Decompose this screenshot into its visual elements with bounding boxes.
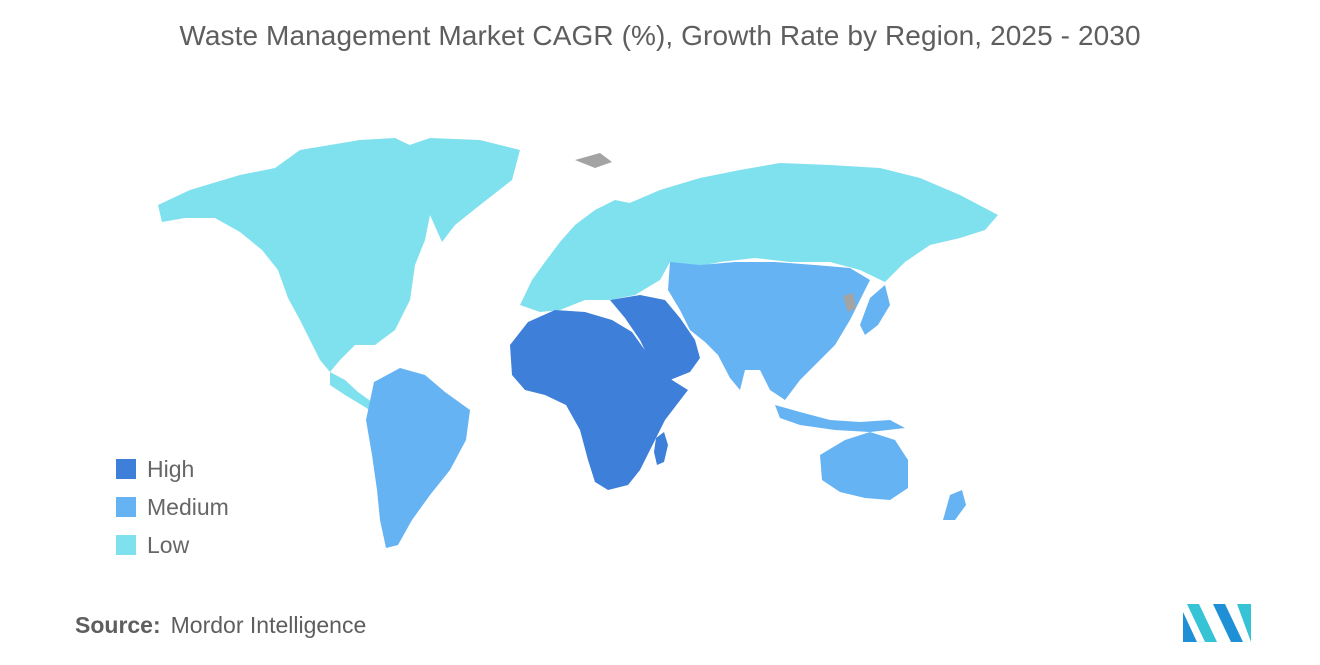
region-indonesia (775, 405, 905, 432)
region-south-america (366, 368, 470, 548)
region-madagascar (654, 432, 668, 465)
legend-label-high: High (147, 455, 195, 482)
source-line: Source: Mordor Intelligence (75, 612, 366, 639)
source-value: Mordor Intelligence (170, 612, 367, 638)
region-no-data-korea (843, 293, 856, 312)
source-label: Source: (75, 612, 161, 638)
legend-swatch-high (116, 459, 136, 479)
region-russia (625, 163, 998, 282)
region-north-america (158, 138, 450, 372)
region-greenland (395, 138, 520, 242)
region-africa (510, 310, 688, 490)
region-central-america (330, 372, 382, 414)
legend-swatch-low (116, 535, 136, 555)
region-japan (860, 285, 890, 335)
legend-label-low: Low (147, 531, 190, 558)
region-middle-east (610, 295, 700, 380)
region-new-zealand (943, 490, 966, 520)
region-asia (668, 262, 870, 400)
region-australia (820, 432, 908, 500)
region-europe (520, 200, 675, 312)
region-no-data-svalbard (575, 153, 612, 168)
legend-item-low: Low (116, 526, 229, 564)
legend: High Medium Low (116, 450, 229, 564)
legend-item-high: High (116, 450, 229, 488)
mordor-intelligence-logo (1183, 604, 1251, 642)
legend-label-medium: Medium (147, 493, 229, 520)
legend-item-medium: Medium (116, 488, 229, 526)
chart-title: Waste Management Market CAGR (%), Growth… (179, 20, 1141, 51)
legend-swatch-medium (116, 497, 136, 517)
